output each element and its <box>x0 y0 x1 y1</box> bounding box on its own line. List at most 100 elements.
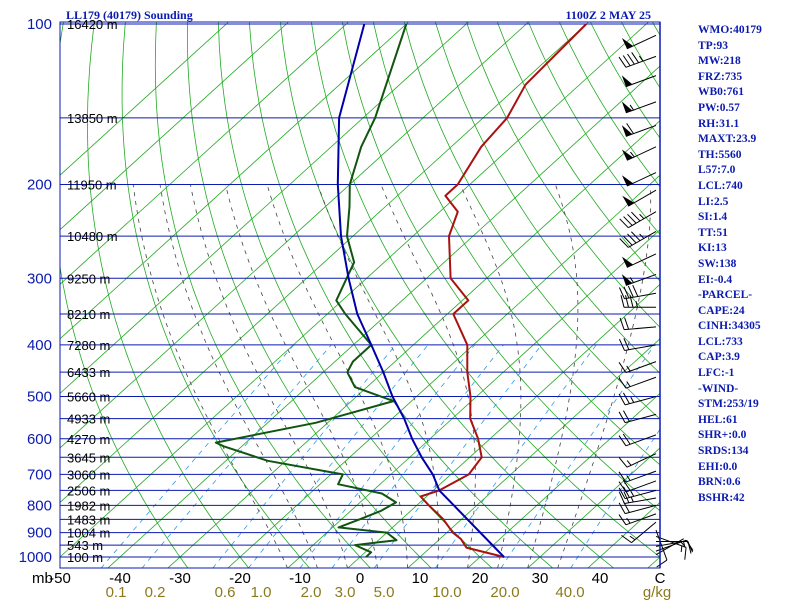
height-label: 1483 m <box>67 512 110 527</box>
mixing-ratio-tick-label: 0.1 <box>106 584 127 600</box>
wind-barb <box>621 273 657 286</box>
wind-barb <box>618 470 657 483</box>
wind-barb <box>618 513 657 526</box>
isobar-lines <box>60 23 660 558</box>
pressure-label: 100 <box>27 16 52 33</box>
wind-barb <box>618 453 657 468</box>
isotherm-line <box>167 120 660 568</box>
pressure-label: 900 <box>27 525 52 542</box>
height-label: 4933 m <box>67 412 110 427</box>
wind-barb <box>621 521 657 544</box>
stat-item: TH:5560 <box>698 148 742 161</box>
wind-barb <box>618 491 657 505</box>
isotherm-line <box>60 22 350 285</box>
moist-adiabat-line <box>380 184 476 568</box>
stat-item: -PARCEL- <box>698 289 753 302</box>
mixing-ratio-tick-label: g/kg <box>643 584 671 600</box>
height-label: 5660 m <box>67 390 110 405</box>
wind-barb <box>618 284 657 300</box>
height-label: 10480 m <box>67 229 118 244</box>
mixing-ratio-labels: 0.1 0.2 0.6 1.0 2.0 3.0 5.0 10.0 20.0 40.0 g/kg <box>106 584 672 600</box>
stat-item: CAP:3.9 <box>698 351 740 364</box>
height-label: 3060 m <box>67 467 110 482</box>
temperature-tick-label: -30 <box>169 570 191 587</box>
dry-adiabat-line <box>249 22 554 568</box>
temperature-tick-label: 0 <box>356 570 364 587</box>
stat-item: PW:0.57 <box>698 101 740 114</box>
mixing-ratio-tick-label: 40.0 <box>555 584 584 600</box>
wind-barb <box>618 361 657 374</box>
wind-barb <box>619 317 657 331</box>
height-label: 3645 m <box>67 450 110 465</box>
moist-adiabat-line <box>159 184 318 568</box>
isotherm-line <box>60 22 290 231</box>
mixing-ratio-line <box>141 344 332 568</box>
dry-adiabat-line <box>87 22 250 568</box>
dry-adiabat-line <box>60 22 189 568</box>
height-label: 8210 m <box>67 307 110 322</box>
stat-item: SHR+:0.0 <box>698 429 747 442</box>
height-labels: 16420 m 13850 m 11950 m 10480 m 9250 m 8210 m… <box>67 17 118 565</box>
wind-barb <box>622 189 657 207</box>
stat-item: HEL:61 <box>698 413 738 426</box>
sounding-profiles <box>214 23 588 558</box>
wind-barb <box>655 535 687 560</box>
mixing-ratio-tick-label: 3.0 <box>335 584 356 600</box>
wind-barb <box>655 529 668 568</box>
mixing-ratio-tick-label: 0.2 <box>145 584 166 600</box>
temperature-axis-labels: mb-50 -40 -30 -20 -10 0 10 20 30 40 C <box>32 570 666 587</box>
mixing-ratio-line <box>212 344 397 568</box>
pressure-label: 500 <box>27 389 52 406</box>
temperature-tick-label: -40 <box>109 570 131 587</box>
mixing-ratio-tick-label: 20.0 <box>490 584 519 600</box>
isotherm-line <box>407 338 660 568</box>
sounding-time: 1100Z 2 MAY 25 <box>566 8 651 22</box>
moist-adiabat-line <box>557 184 652 568</box>
moist-adiabat-line <box>527 184 579 568</box>
unit-label: mb <box>32 570 53 587</box>
stat-item: EHI:0.0 <box>698 460 738 473</box>
temperature-tick-label: 30 <box>532 570 549 587</box>
height-label: 2506 m <box>67 483 110 498</box>
mixing-ratio-tick-label: 1.0 <box>251 584 272 600</box>
stat-item: RH:31.1 <box>698 117 740 130</box>
temperature-tick-label: -50 <box>49 570 71 587</box>
stat-item: BRN:0.6 <box>698 476 741 489</box>
height-label: 16420 m <box>67 17 118 32</box>
mixing-ratio-tick-label: 2.0 <box>301 584 322 600</box>
mixing-ratio-line <box>373 344 542 568</box>
dewpoint-profile <box>214 23 408 558</box>
wind-barb <box>618 433 657 447</box>
mixing-ratio-tick-label: 10.0 <box>432 584 461 600</box>
stat-item: MAXT:23.9 <box>698 133 757 146</box>
height-label: 6433 m <box>67 365 110 380</box>
isotherm-line <box>347 283 660 568</box>
isotherm-line <box>60 22 470 394</box>
moist-adiabat-line <box>132 184 288 568</box>
temperature-tick-label: C <box>655 570 666 587</box>
isotherm-line <box>60 22 530 449</box>
mixing-ratio-line <box>500 344 656 568</box>
stats-panel: WMO:40179 TP:93 MW:218 FRZ:735 WB0:761 PW:0.5… <box>698 23 798 506</box>
mixing-ratio-line <box>299 344 476 568</box>
stat-item: TP:93 <box>698 39 729 52</box>
pressure-label: 1000 <box>19 549 52 566</box>
stat-item: BSHR:42 <box>698 491 745 504</box>
plot-frame <box>59 21 661 569</box>
wind-barb <box>621 146 657 161</box>
mixing-ratio-line <box>331 344 504 568</box>
wind-barb <box>618 52 657 68</box>
pressure-label: 600 <box>27 431 52 448</box>
height-label: 4270 m <box>67 432 110 447</box>
pressure-label: 200 <box>27 176 52 193</box>
height-label: 7280 m <box>67 338 110 353</box>
stat-item: WMO:40179 <box>698 24 762 36</box>
height-label: 100 m <box>67 550 103 565</box>
stat-item: MW:218 <box>698 55 741 68</box>
dry-adiabat-line <box>280 22 615 568</box>
mixing-ratio-line <box>248 344 429 568</box>
stat-item: L57:7.0 <box>698 164 736 177</box>
temperature-profile <box>419 23 588 558</box>
stat-item: LCL:733 <box>698 335 743 348</box>
stat-item: LFC:-1 <box>698 367 735 380</box>
